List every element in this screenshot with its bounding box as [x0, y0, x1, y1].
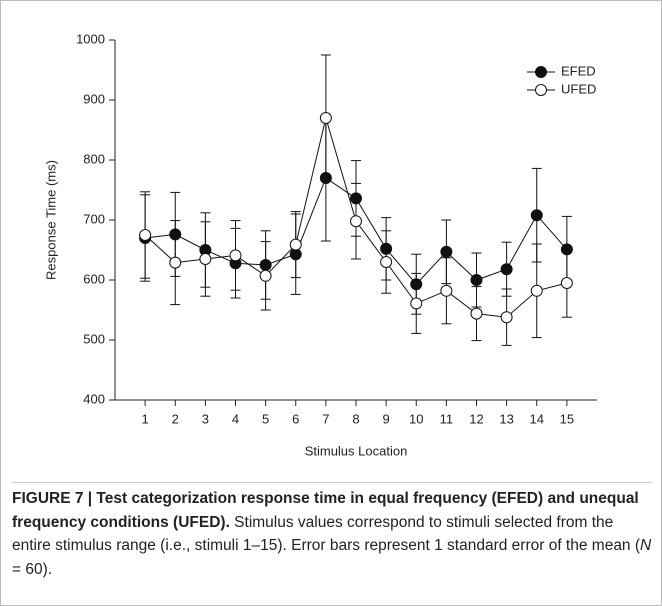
- x-tick-label: 2: [172, 411, 179, 426]
- x-axis-label: Stimulus Location: [305, 443, 408, 458]
- caption-title: FIGURE 7 | Test categorization response …: [12, 490, 639, 531]
- x-tick-label: 12: [469, 411, 483, 426]
- chart: Stimulus Location Response Time (ms) 400…: [43, 31, 597, 458]
- x-tick-label: 4: [232, 411, 239, 426]
- marker: [169, 256, 182, 269]
- marker: [440, 284, 453, 297]
- x-tick-label: 1: [142, 411, 149, 426]
- x-tick-label: 13: [499, 411, 513, 426]
- x-tick-label: 10: [409, 411, 423, 426]
- marker: [169, 228, 182, 241]
- caption-italic: N: [640, 537, 652, 554]
- marker: [319, 112, 332, 124]
- legend-marker: [535, 66, 547, 78]
- x-tick-label: 9: [383, 411, 390, 426]
- marker: [440, 245, 453, 258]
- marker: [380, 256, 393, 268]
- y-tick-label: 600: [83, 271, 105, 286]
- x-tick-label: 7: [322, 411, 329, 426]
- marker: [319, 172, 332, 184]
- marker: [259, 259, 272, 271]
- caption-text: Stimulus values correspond to stimuli se…: [12, 513, 641, 555]
- caption: FIGURE 7 | Test categorization response …: [12, 482, 652, 581]
- legend-marker: [535, 84, 547, 96]
- marker: [410, 297, 423, 310]
- y-tick-label: 900: [83, 91, 105, 106]
- y-tick-label: 500: [83, 331, 105, 346]
- y-tick-label: 700: [83, 211, 105, 226]
- marker: [289, 238, 302, 251]
- x-tick-label: 3: [202, 411, 209, 426]
- marker: [199, 253, 212, 265]
- x-tick-label: 6: [292, 411, 299, 426]
- x-tick-label: 15: [560, 411, 574, 426]
- marker: [470, 274, 483, 286]
- y-tick-label: 400: [83, 391, 105, 406]
- marker: [229, 249, 242, 262]
- y-tick-label: 800: [83, 151, 105, 166]
- marker: [139, 229, 152, 241]
- marker: [259, 269, 272, 282]
- legend-label: UFED: [561, 81, 596, 96]
- marker: [500, 311, 513, 324]
- caption-end: = 60).: [12, 560, 53, 578]
- marker: [560, 277, 573, 289]
- marker: [560, 243, 573, 256]
- marker: [350, 192, 362, 205]
- x-tick-label: 8: [352, 411, 359, 426]
- marker: [350, 215, 362, 228]
- marker: [530, 284, 543, 297]
- marker: [380, 242, 393, 255]
- marker: [530, 209, 543, 222]
- marker: [410, 278, 423, 291]
- y-axis-label: Response Time (ms): [43, 160, 58, 280]
- marker: [470, 307, 483, 320]
- marker: [500, 263, 513, 276]
- x-tick-label: 11: [440, 411, 454, 426]
- x-tick-label: 5: [262, 411, 269, 426]
- legend-label: EFED: [561, 63, 596, 78]
- x-tick-label: 14: [530, 411, 544, 426]
- y-tick-label: 1000: [76, 31, 105, 46]
